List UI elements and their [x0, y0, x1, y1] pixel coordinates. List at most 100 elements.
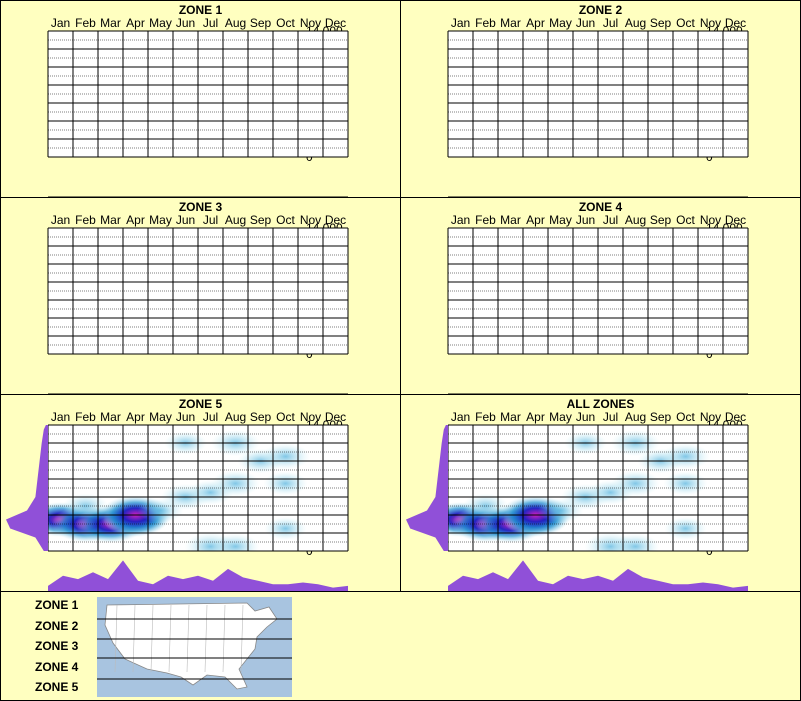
month-label: Jun	[575, 410, 596, 424]
heat-spot	[261, 443, 310, 470]
month-profile	[48, 560, 348, 591]
month-label: May	[549, 213, 572, 227]
month-label: Feb	[475, 213, 496, 227]
month-label: Nov	[299, 410, 322, 424]
month-label: Aug	[624, 16, 647, 30]
heat-spot	[611, 533, 660, 551]
month-label: Jul	[602, 410, 619, 424]
month-label: Mar	[500, 213, 521, 227]
heat-spot	[611, 470, 660, 497]
map-land	[104, 602, 278, 690]
month-label: Dec	[724, 213, 747, 227]
month-label: Oct	[676, 410, 695, 424]
month-label: Dec	[324, 213, 347, 227]
zone-legend-label: ZONE 3	[35, 639, 79, 653]
zone-legend-panel: ZONE 1 ZONE 2 ZONE 3 ZONE 4 ZONE 5	[0, 591, 801, 701]
month-label: Jun	[175, 213, 196, 227]
panel-zone-5: ZONE 5 Jan Feb Mar Apr May Jun Jul Aug Sep Oct Nov D…	[0, 394, 401, 592]
month-label: Sep	[249, 213, 272, 227]
month-label: Sep	[649, 410, 672, 424]
month-label: Feb	[475, 16, 496, 30]
month-label: Jul	[202, 410, 219, 424]
month-label: Apr	[126, 410, 145, 424]
month-label: Feb	[75, 213, 96, 227]
zone-legend-label: ZONE 1	[35, 598, 79, 612]
panel-plot	[447, 227, 749, 395]
month-label: Jan	[50, 410, 71, 424]
heat-spot	[462, 493, 509, 519]
month-label: Jan	[50, 213, 71, 227]
month-label: Mar	[100, 410, 121, 424]
month-label: Jan	[450, 213, 471, 227]
month-label: Aug	[624, 410, 647, 424]
month-label: Jun	[175, 16, 196, 30]
panel-zone-3: ZONE 3 Jan Feb Mar Apr May Jun Jul Aug Sep Oct Nov D…	[0, 197, 401, 395]
month-label: Oct	[276, 213, 295, 227]
month-label: Mar	[100, 16, 121, 30]
month-label: Sep	[649, 16, 672, 30]
month-label: Nov	[699, 410, 722, 424]
month-label: Oct	[676, 16, 695, 30]
month-label: Feb	[75, 410, 96, 424]
month-label: Apr	[526, 213, 545, 227]
month-label: Jul	[202, 213, 219, 227]
month-label: Feb	[475, 410, 496, 424]
heat-spot	[62, 493, 109, 519]
month-label: Aug	[624, 213, 647, 227]
month-label: Oct	[276, 410, 295, 424]
heat-spot	[263, 471, 308, 496]
month-label: Oct	[676, 213, 695, 227]
month-label: Jul	[202, 16, 219, 30]
month-label: Feb	[75, 16, 96, 30]
month-label: Jan	[450, 410, 471, 424]
heat-spot	[663, 471, 708, 496]
month-label: Sep	[249, 16, 272, 30]
month-label: Mar	[500, 16, 521, 30]
month-label: Dec	[724, 16, 747, 30]
month-label: May	[549, 410, 572, 424]
month-label: Mar	[100, 213, 121, 227]
heat-spot	[264, 517, 307, 540]
zone-legend-label: ZONE 5	[35, 680, 79, 694]
month-label: Nov	[699, 213, 722, 227]
month-label: Dec	[324, 16, 347, 30]
panel-plot	[447, 30, 749, 198]
month-label: Nov	[299, 213, 322, 227]
month-label: Sep	[649, 213, 672, 227]
month-label: Mar	[500, 410, 521, 424]
month-label: Dec	[324, 410, 347, 424]
panel-plot	[47, 30, 349, 198]
month-label: Apr	[526, 16, 545, 30]
month-label: Aug	[224, 410, 247, 424]
month-label: May	[549, 16, 572, 30]
panel-zone-1: ZONE 1 Jan Feb Mar Apr May Jun Jul Aug Sep Oct Nov D…	[0, 0, 401, 198]
zone-legend-label: ZONE 2	[35, 618, 79, 633]
month-label: Aug	[224, 213, 247, 227]
month-label: Jul	[602, 213, 619, 227]
elevation-profile	[6, 425, 48, 551]
month-label: Oct	[276, 16, 295, 30]
month-label: Jun	[575, 16, 596, 30]
month-label: May	[149, 16, 172, 30]
month-label: Jun	[175, 410, 196, 424]
heat-spot	[664, 517, 707, 540]
panel-plot	[6, 424, 349, 592]
month-label: Jan	[50, 16, 71, 30]
heat-spot	[211, 533, 260, 551]
panel-zone-2: ZONE 2 Jan Feb Mar Apr May Jun Jul Aug Sep Oct Nov D…	[400, 0, 801, 198]
panel-title: ZONE 2	[578, 3, 623, 17]
month-label: May	[149, 410, 172, 424]
elevation-profile	[406, 425, 448, 551]
month-label: Nov	[299, 16, 322, 30]
panel-title: ZONE 3	[178, 200, 223, 214]
month-label: Dec	[724, 410, 747, 424]
month-profile	[448, 560, 748, 591]
panel-title: ZONE 5	[178, 397, 223, 411]
panel-title: ALL ZONES	[566, 397, 635, 411]
month-label: Apr	[126, 16, 145, 30]
heat-spot	[661, 443, 710, 470]
panel-zone-4: ZONE 4 Jan Feb Mar Apr May Jun Jul Aug Sep Oct Nov D…	[400, 197, 801, 395]
month-label: Nov	[699, 16, 722, 30]
panel-title: ZONE 4	[578, 200, 623, 214]
